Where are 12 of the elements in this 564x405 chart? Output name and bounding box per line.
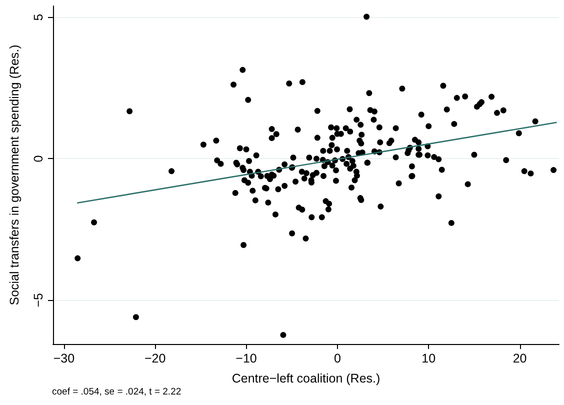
x-tick-label: 20	[512, 352, 527, 366]
x-tick-label: −30	[53, 352, 75, 366]
x-tick-label: 0	[334, 352, 341, 366]
y-tick-label: 5	[32, 14, 46, 21]
text: coef = .054, se = .024, t = 2.22	[52, 386, 182, 398]
y-axis-title: Social transfers in government spending (Res.)	[8, 44, 22, 306]
x-tick-label: −20	[144, 352, 166, 366]
y-tick-label: −5	[32, 292, 46, 308]
x-axis-title: Centre−left coalition (Res.)	[232, 372, 380, 386]
x-tick-label: 10	[422, 352, 436, 366]
y-tick-label: 0	[32, 155, 46, 162]
x-tick-label: −10	[236, 352, 257, 366]
